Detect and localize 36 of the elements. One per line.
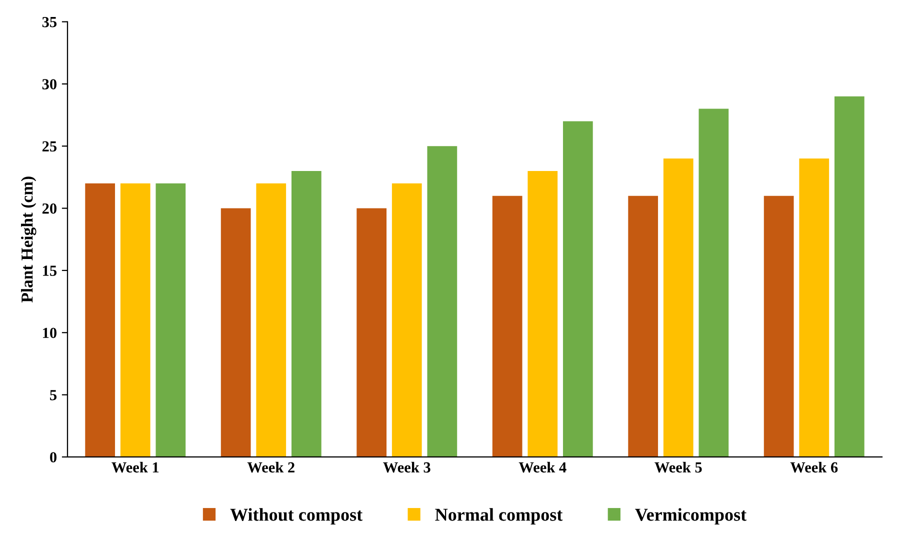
bar <box>256 183 286 457</box>
x-tick-label: Week 3 <box>383 462 430 473</box>
x-tick-label: Week 4 <box>518 462 566 473</box>
legend-label: Vermicompost <box>635 508 746 525</box>
bar <box>628 196 658 457</box>
y-tick-label: 35 <box>42 16 57 28</box>
x-tick-label: Week 6 <box>790 462 838 473</box>
x-tick-label: Week 2 <box>247 462 294 473</box>
bar <box>427 146 458 457</box>
bar <box>120 183 150 457</box>
bar <box>799 158 830 457</box>
y-tick-label: 5 <box>50 390 57 400</box>
x-tick-label: Week 5 <box>654 462 702 473</box>
y-tick-label: 30 <box>42 79 56 90</box>
bar <box>220 208 251 457</box>
bar <box>698 108 729 457</box>
x-tick-label: Week 1 <box>112 462 159 473</box>
bar <box>156 183 186 457</box>
y-tick-label: 0 <box>50 452 56 462</box>
y-tick-label: 20 <box>42 203 56 214</box>
y-tick-label: 10 <box>43 328 56 338</box>
y-tick-label: 25 <box>42 141 57 152</box>
bar <box>528 170 558 457</box>
bar <box>392 183 422 457</box>
bar <box>764 196 794 457</box>
bar <box>291 170 322 457</box>
y-tick-label: 15 <box>43 266 57 276</box>
bar <box>492 196 522 457</box>
bar <box>85 183 116 457</box>
legend-label: Without compost <box>230 508 363 525</box>
bar <box>562 121 593 457</box>
bar <box>834 96 864 457</box>
bar <box>663 158 694 457</box>
y-axis-title: Plant Height (cm) <box>21 176 36 302</box>
legend-label: Normal compost <box>435 508 563 525</box>
bar <box>356 208 387 457</box>
